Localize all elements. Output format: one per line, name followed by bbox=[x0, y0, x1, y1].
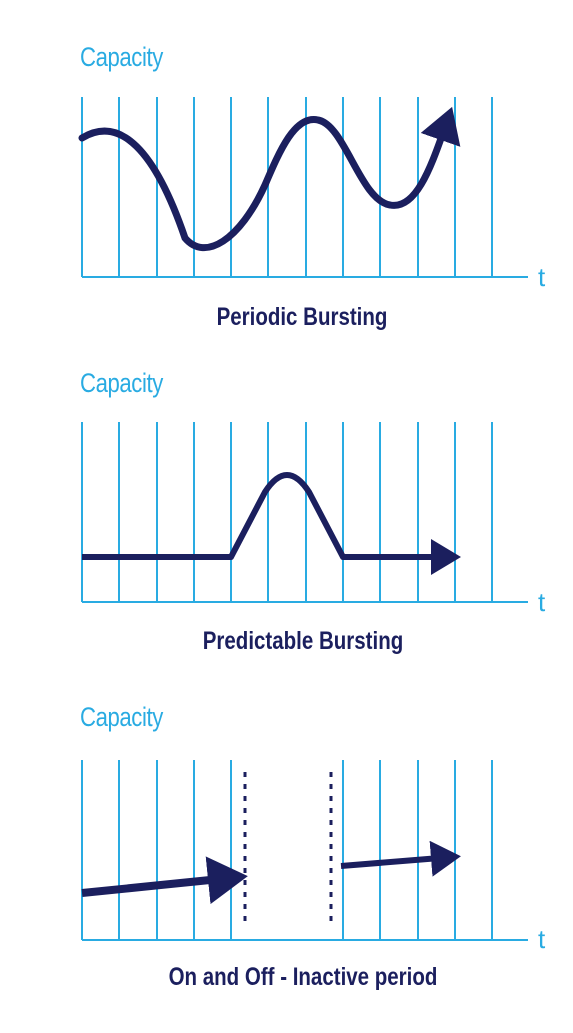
panel-3-y-label: Capacity bbox=[80, 702, 163, 732]
panel-1-x-label: t bbox=[538, 262, 546, 292]
panel-2-curve bbox=[82, 472, 461, 575]
panel-2-grid bbox=[81, 422, 528, 603]
panel-1-curve bbox=[78, 106, 461, 252]
panel-3-on-segment-2 bbox=[340, 840, 461, 877]
panel-2-y-label: Capacity bbox=[80, 368, 163, 398]
panel-3-x-label: t bbox=[538, 924, 546, 954]
panel-3-on-segment-1 bbox=[81, 856, 248, 905]
panel-3-caption: On and Off - Inactive period bbox=[168, 963, 438, 991]
panel-3-grid bbox=[81, 760, 528, 941]
panel-3-inactive-markers bbox=[243, 772, 333, 928]
panel-1-caption: Periodic Bursting bbox=[216, 303, 388, 331]
panel-2-caption: Predictable Bursting bbox=[202, 627, 404, 655]
panel-1-y-label: Capacity bbox=[80, 42, 163, 72]
panel-2-x-label: t bbox=[538, 587, 546, 617]
